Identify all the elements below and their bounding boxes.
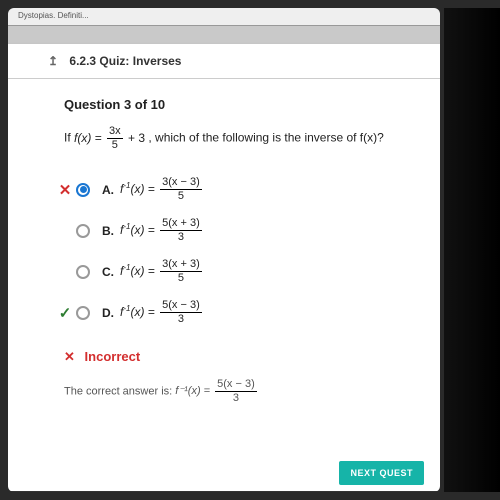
stem-prefix: If — [64, 131, 74, 145]
choice-letter: A. — [102, 183, 114, 197]
choice-numerator: 5(x − 3) — [160, 300, 202, 313]
choice-row-d[interactable]: ✓ D. f-1(x) = 5(x − 3)3 — [56, 300, 412, 325]
quiz-header: ↥ 6.2.3 Quiz: Inverses — [8, 44, 440, 79]
monitor-bezel-right — [444, 8, 500, 492]
choice-numerator: 5(x + 3) — [160, 218, 202, 231]
correct-expression: f⁻¹(x) = 5(x − 3) 3 — [175, 385, 259, 397]
choice-row-b[interactable]: B. f-1(x) = 5(x + 3)3 — [56, 218, 412, 243]
choice-row-c[interactable]: C. f-1(x) = 3(x + 3)5 — [56, 259, 412, 284]
correct-fraction: 5(x − 3) 3 — [215, 379, 257, 404]
wrong-mark-icon: ✕ — [56, 181, 74, 199]
correct-num: 5(x − 3) — [215, 379, 257, 392]
choice-fraction: 5(x + 3)3 — [160, 218, 202, 243]
tab-title: Dystopias. Definiti... — [18, 11, 89, 20]
browser-tab-strip: Dystopias. Definiti... — [8, 8, 440, 26]
choice-denominator: 5 — [160, 272, 202, 284]
choice-fraction: 3(x − 3)5 — [160, 177, 202, 202]
feedback: ✕ Incorrect — [64, 349, 412, 365]
choice-letter: B. — [102, 224, 114, 238]
finv-lhs: f-1(x) = — [120, 305, 158, 319]
choice-fraction: 5(x − 3)3 — [160, 300, 202, 325]
choice-row-a[interactable]: ✕ A. f-1(x) = 3(x − 3)5 — [56, 177, 412, 202]
choice-expression: f-1(x) = 5(x − 3)3 — [120, 300, 204, 325]
question-panel: Question 3 of 10 If f(x) = 3x 5 + 3 , wh… — [8, 79, 440, 491]
choice-numerator: 3(x + 3) — [160, 259, 202, 272]
choice-letter: D. — [102, 306, 114, 320]
feedback-text: Incorrect — [85, 349, 141, 364]
fx-fraction: 3x 5 — [107, 126, 123, 151]
next-question-button[interactable]: NEXT QUEST — [339, 461, 424, 485]
finv-lhs: f-1(x) = — [120, 264, 158, 278]
radio-a[interactable] — [76, 183, 90, 197]
finv-lhs: f-1(x) = — [120, 223, 158, 237]
question-number: Question 3 of 10 — [64, 97, 412, 112]
fx-expression: f(x) = 3x 5 + 3 — [74, 131, 148, 145]
choice-letter: C. — [102, 265, 114, 279]
stem-suffix: , which of the following is the inverse … — [148, 131, 383, 145]
radio-c[interactable] — [76, 265, 90, 279]
fx-lhs: f(x) = — [74, 131, 105, 145]
choice-expression: f-1(x) = 5(x + 3)3 — [120, 218, 204, 243]
back-to-top-icon[interactable]: ↥ — [48, 54, 58, 68]
correct-lhs: f⁻¹(x) = — [175, 385, 213, 397]
finv-lhs: f-1(x) = — [120, 182, 158, 196]
choices-list: ✕A.f-1(x) = 3(x − 3)5B.f-1(x) = 5(x + 3)… — [56, 177, 412, 325]
choice-denominator: 5 — [160, 190, 202, 202]
wrong-icon: ✕ — [64, 349, 75, 364]
quiz-title: 6.2.3 Quiz: Inverses — [69, 54, 181, 68]
choice-denominator: 3 — [160, 231, 202, 243]
choice-fraction: 3(x + 3)5 — [160, 259, 202, 284]
correct-den: 3 — [215, 392, 257, 404]
choice-expression: f-1(x) = 3(x + 3)5 — [120, 259, 204, 284]
choice-expression: f-1(x) = 3(x − 3)5 — [120, 177, 204, 202]
choice-numerator: 3(x − 3) — [160, 177, 202, 190]
radio-b[interactable] — [76, 224, 90, 238]
fx-den: 5 — [107, 139, 123, 151]
correct-answer-line: The correct answer is: f⁻¹(x) = 5(x − 3)… — [64, 379, 412, 404]
radio-d[interactable] — [76, 306, 90, 320]
correct-prefix: The correct answer is: — [64, 385, 175, 397]
question-stem: If f(x) = 3x 5 + 3 , which of the follow… — [64, 126, 412, 151]
choice-denominator: 3 — [160, 313, 202, 325]
screen: Dystopias. Definiti... ↥ 6.2.3 Quiz: Inv… — [8, 8, 440, 492]
toolbar-band — [8, 26, 440, 44]
right-mark-icon: ✓ — [56, 304, 74, 322]
fx-tail: + 3 — [128, 131, 145, 145]
fx-num: 3x — [107, 126, 123, 139]
